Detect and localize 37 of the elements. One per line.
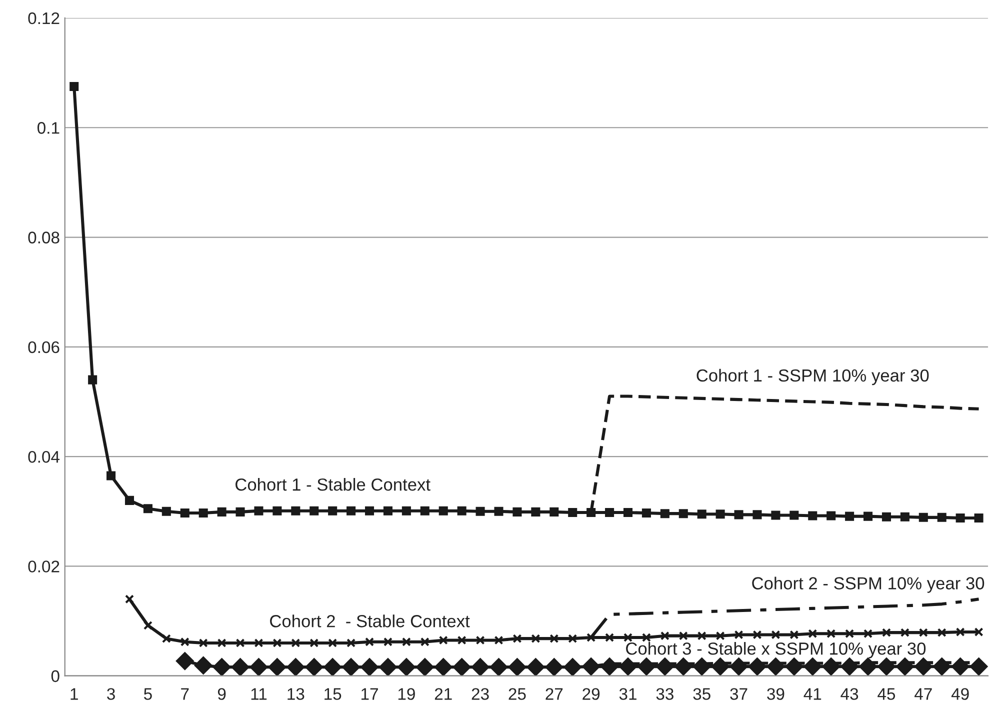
y-tick-label: 0.12 bbox=[28, 12, 60, 24]
x-tick-label: 47 bbox=[914, 688, 932, 700]
x-tick-label: 23 bbox=[472, 688, 489, 700]
y-tick-label: 0.06 bbox=[28, 341, 60, 354]
x-tick-label: 9 bbox=[218, 688, 226, 700]
x-tick-label: 37 bbox=[730, 688, 748, 700]
y-tick-label: 0.02 bbox=[28, 560, 60, 572]
x-tick-label: 25 bbox=[508, 688, 526, 700]
x-tick-label: 5 bbox=[144, 688, 152, 700]
x-tick-label: 49 bbox=[951, 688, 969, 700]
x-tick-label: 31 bbox=[619, 688, 636, 700]
x-tick-label: 29 bbox=[582, 688, 600, 700]
x-tick-label: 1 bbox=[70, 688, 78, 700]
y-tick-label: 0.04 bbox=[28, 450, 60, 463]
x-tick-label: 19 bbox=[398, 688, 415, 700]
x-tick-label: 39 bbox=[767, 688, 784, 700]
x-tick-label: 15 bbox=[324, 688, 342, 700]
series-label: Cohort 2 - SSPM 10% year 30 bbox=[752, 576, 984, 593]
y-tick-label: 0 bbox=[51, 670, 60, 682]
x-tick-label: 7 bbox=[181, 688, 189, 700]
series-label: Cohort 1 - Stable Context bbox=[236, 478, 430, 491]
x-tick-label: 33 bbox=[656, 688, 674, 700]
y-tick-label: 0.1 bbox=[37, 122, 60, 134]
x-tick-label: 21 bbox=[434, 688, 452, 700]
x-tick-label: 43 bbox=[840, 688, 858, 700]
x-tick-label: 41 bbox=[804, 688, 822, 700]
series-label: Cohort 1 - SSPM 10% year 30 bbox=[696, 368, 929, 386]
x-tick-label: 13 bbox=[288, 688, 304, 700]
x-tick-label: 3 bbox=[107, 688, 115, 700]
series-label: Cohort 2 - Stable Context bbox=[270, 614, 470, 628]
series-label: Cohort 3 - Stable x SSPM 10% year 30 bbox=[626, 642, 926, 658]
x-tick-label: 27 bbox=[546, 688, 563, 700]
y-tick-label: 0.08 bbox=[28, 232, 60, 244]
x-tick-label: 11 bbox=[251, 688, 267, 700]
x-tick-label: 17 bbox=[362, 688, 378, 700]
x-tick-label: 45 bbox=[878, 688, 896, 700]
x-tick-label: 35 bbox=[693, 688, 710, 700]
